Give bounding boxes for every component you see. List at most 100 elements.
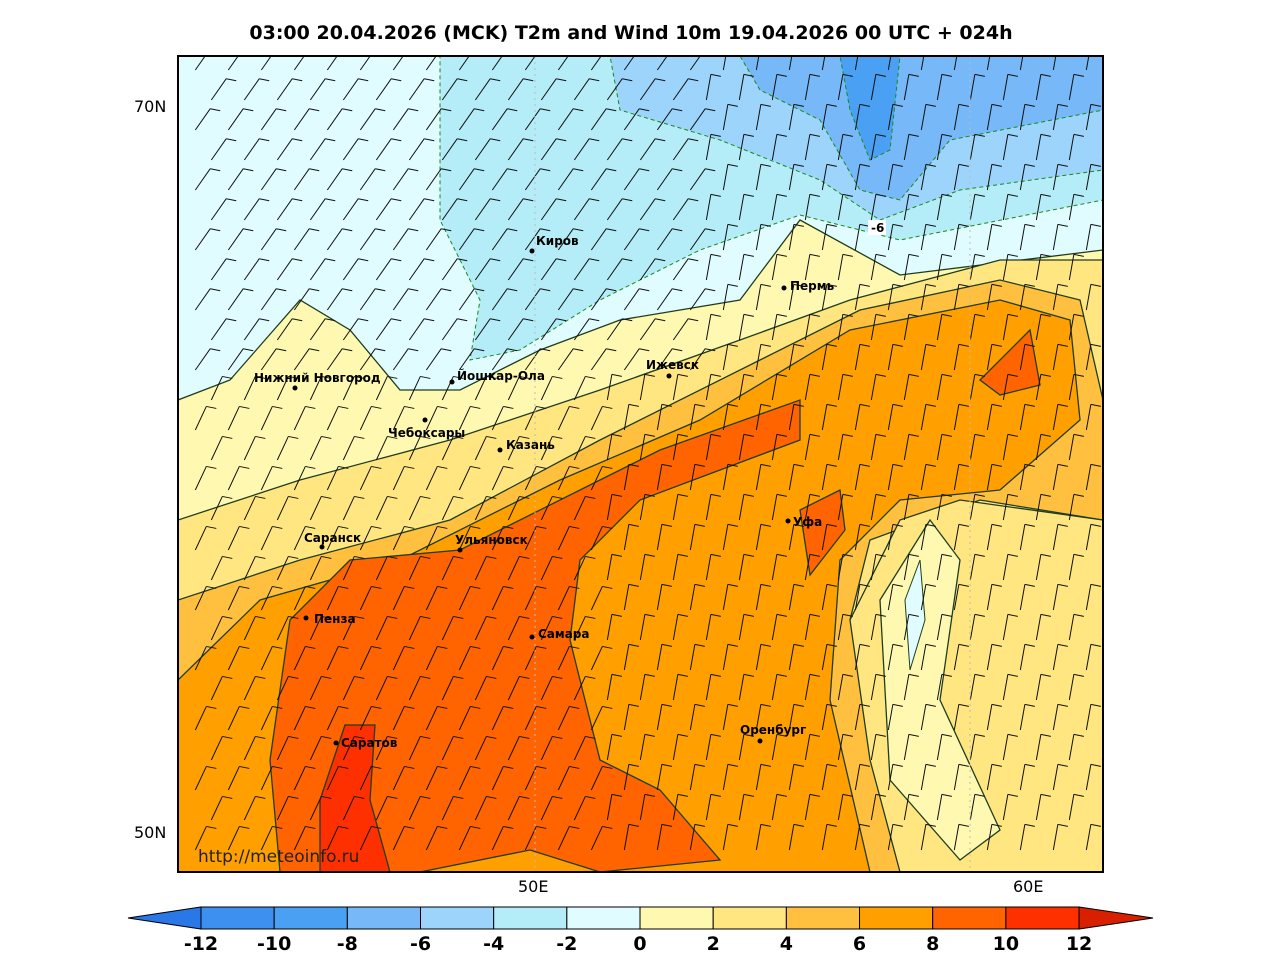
wind-barb [194, 585, 217, 611]
wind-barb [656, 763, 672, 791]
wind-barb [672, 433, 688, 461]
colorbar-over-arrow [1078, 906, 1154, 930]
wind-barb [425, 765, 448, 791]
wind-barb [1052, 583, 1068, 611]
wind-barb [804, 253, 820, 281]
wind-barb [953, 223, 969, 251]
wind-barb [1101, 393, 1103, 401]
wind-barb [639, 793, 655, 821]
wind-barb [986, 283, 1002, 311]
wind-barb [441, 435, 464, 461]
wind-barb [441, 615, 464, 641]
wind-barb [969, 313, 985, 341]
wind-barb [276, 495, 299, 521]
wind-barb [854, 703, 870, 731]
wind-barb [392, 585, 415, 611]
wind-barb [870, 673, 886, 701]
wind-barb [639, 673, 655, 701]
wind-barb [606, 673, 622, 701]
wind-barb [293, 56, 305, 71]
wind-barb [1068, 73, 1084, 101]
wind-barb [1052, 223, 1068, 251]
wind-barb [689, 168, 716, 191]
wind-barb [1035, 253, 1051, 281]
wind-barb [1019, 223, 1035, 251]
wind-barb [639, 553, 655, 581]
wind-barb [375, 78, 402, 101]
wind-barb [524, 348, 551, 371]
wind-barb [326, 465, 349, 491]
wind-barb [854, 103, 870, 131]
colorbar-label: 4 [780, 933, 793, 955]
wind-barb [1052, 823, 1068, 851]
wind-barb [276, 555, 299, 581]
wind-barb [689, 763, 705, 791]
wind-barb [491, 56, 503, 71]
wind-barb [375, 318, 402, 341]
colorbar-label: 12 [1066, 933, 1092, 955]
wind-barb [1002, 733, 1018, 761]
wind-barb [672, 733, 688, 761]
wind-barb [969, 613, 985, 641]
wind-barb [425, 525, 448, 551]
wind-barb [359, 108, 386, 131]
wind-barb [771, 73, 787, 101]
map-plot-area: Киров Пермь Нижний Новгород Йошкар-Ола Ижевс… [178, 56, 1103, 872]
wind-barb [293, 525, 316, 551]
wind-barb [293, 645, 316, 671]
wind-barb [408, 495, 431, 521]
wind-barb [986, 343, 1002, 371]
temp-band-8-10 [269, 399, 801, 872]
wind-barb [870, 373, 886, 401]
wind-barb [1052, 56, 1057, 71]
wind-barb [243, 258, 270, 281]
wind-barb [953, 523, 969, 551]
wind-barb [986, 583, 1002, 611]
wind-barb [227, 645, 250, 671]
wind-barb [210, 78, 237, 101]
wind-barb [920, 463, 936, 491]
wind-barb [804, 733, 820, 761]
wind-barb [755, 703, 771, 731]
wind-barb [1101, 753, 1103, 761]
wind-barb [260, 288, 287, 311]
wind-barb [326, 645, 349, 671]
wind-barb [656, 823, 672, 851]
wind-barb [425, 56, 437, 71]
wind-barb [705, 253, 721, 281]
wind-barb [1085, 403, 1101, 431]
colorbar-under-arrow [127, 906, 202, 930]
wind-barb [425, 168, 452, 191]
wind-barb [590, 825, 613, 851]
wind-barb [326, 56, 338, 71]
wind-barb [887, 223, 903, 251]
city-label: Казань [506, 438, 555, 452]
wind-barb [705, 733, 721, 761]
wind-barb [243, 495, 266, 521]
wind-barb [309, 318, 336, 341]
wind-barb [920, 403, 936, 431]
colorbar-label: -4 [483, 933, 504, 955]
wind-barb [474, 375, 497, 401]
wind-barb [953, 56, 958, 71]
colorbar-swatch [859, 906, 934, 930]
wind-barb [243, 555, 266, 581]
wind-barb [375, 138, 402, 161]
wind-barb [590, 228, 617, 251]
wind-barb [276, 318, 303, 341]
wind-barb [326, 168, 353, 191]
wind-barb [210, 198, 237, 221]
wind-barb [870, 553, 886, 581]
wind-barb [557, 168, 584, 191]
wind-barb [903, 373, 919, 401]
wind-barb [837, 553, 853, 581]
wind-barb [342, 675, 365, 701]
wind-barb [359, 525, 382, 551]
wind-barb [722, 343, 738, 371]
wind-barb [342, 318, 369, 341]
wind-barb [524, 705, 547, 731]
wind-barb [458, 405, 481, 431]
wind-barb [425, 705, 448, 731]
wind-barb [738, 793, 754, 821]
colorbar-swatch [273, 906, 348, 930]
